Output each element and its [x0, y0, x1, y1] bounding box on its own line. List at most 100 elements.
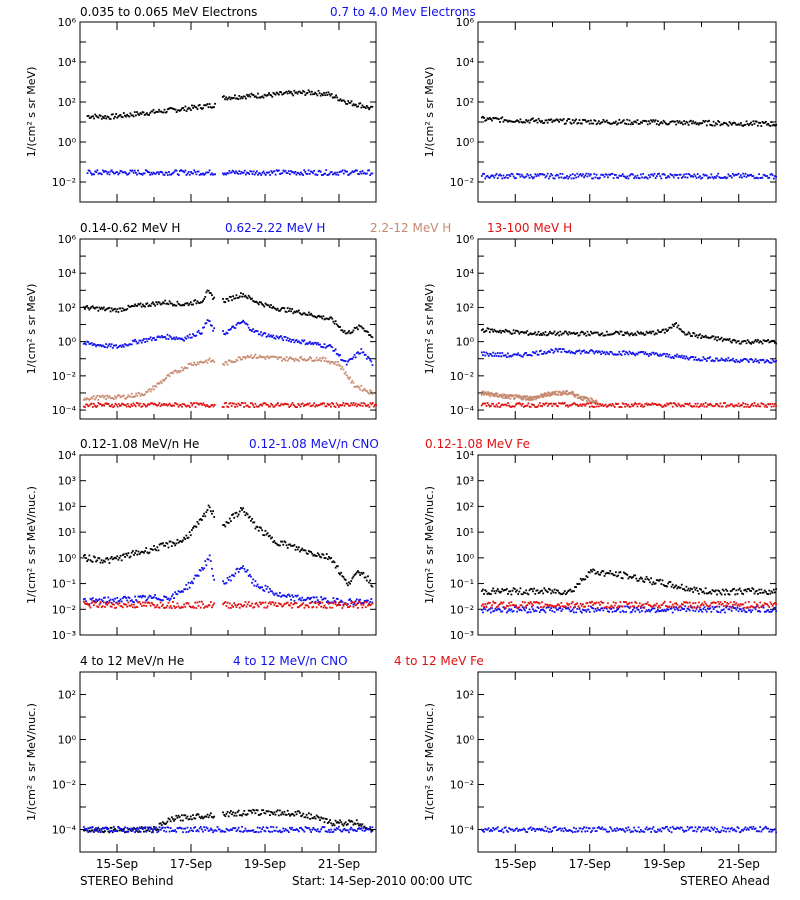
- data-point: [507, 120, 509, 123]
- data-point: [649, 604, 651, 607]
- data-point: [146, 598, 149, 601]
- data-point: [496, 605, 499, 608]
- data-point: [222, 363, 224, 366]
- data-point: [105, 557, 107, 560]
- data-point: [667, 403, 670, 406]
- data-point: [209, 601, 212, 603]
- data-point: [369, 601, 372, 603]
- data-point: [692, 405, 695, 408]
- data-point: [775, 610, 777, 612]
- data-point: [305, 172, 308, 175]
- data-point: [368, 405, 371, 408]
- data-point: [602, 405, 605, 407]
- data-point: [96, 605, 99, 608]
- data-point: [341, 99, 344, 102]
- data-point: [346, 584, 349, 587]
- data-point: [359, 598, 362, 601]
- data-point: [290, 544, 292, 547]
- data-point: [221, 172, 224, 175]
- data-point: [591, 332, 593, 335]
- data-point: [694, 175, 697, 177]
- data-point: [273, 594, 276, 596]
- data-point: [163, 108, 166, 111]
- data-point: [671, 603, 674, 606]
- data-point: [306, 604, 309, 607]
- data-point: [585, 403, 588, 405]
- data-point: [718, 590, 721, 593]
- data-point: [183, 536, 185, 539]
- data-point: [720, 357, 723, 360]
- data-point: [96, 828, 99, 830]
- data-point: [361, 405, 364, 407]
- data-point: [575, 611, 578, 614]
- data-point: [94, 398, 96, 401]
- data-point: [245, 296, 248, 299]
- data-point: [630, 121, 633, 124]
- data-point: [149, 112, 152, 114]
- data-point: [188, 107, 191, 110]
- data-point: [651, 605, 654, 608]
- data-point: [558, 348, 560, 350]
- data-point: [330, 316, 333, 319]
- data-point: [720, 405, 723, 408]
- data-point: [108, 831, 111, 834]
- data-point: [705, 360, 708, 362]
- data-point: [367, 604, 369, 607]
- data-point: [249, 170, 252, 173]
- data-point: [577, 350, 580, 353]
- data-point: [165, 171, 168, 174]
- data-point: [135, 340, 138, 343]
- data-point: [90, 306, 93, 308]
- data-point: [703, 606, 706, 609]
- data-point: [103, 171, 105, 173]
- data-point: [361, 104, 364, 107]
- data-point: [226, 405, 229, 408]
- data-point: [502, 174, 505, 177]
- data-point: [491, 119, 493, 122]
- data-point: [253, 95, 256, 98]
- data-point: [244, 601, 247, 603]
- data-point: [571, 119, 574, 121]
- data-point: [161, 404, 164, 406]
- data-point: [114, 308, 116, 310]
- data-point: [272, 355, 275, 358]
- plot-frame: [79, 238, 377, 420]
- data-point: [353, 104, 356, 107]
- data-series: [480, 347, 777, 364]
- data-point: [97, 826, 100, 829]
- data-point: [370, 335, 373, 338]
- data-point: [111, 397, 114, 399]
- data-point: [289, 307, 291, 310]
- data-point: [265, 356, 268, 358]
- data-point: [307, 597, 310, 600]
- data-point: [301, 358, 304, 361]
- data-point: [338, 171, 341, 174]
- data-point: [518, 609, 521, 611]
- data-point: [682, 608, 684, 610]
- data-point: [91, 406, 94, 408]
- data-point: [305, 313, 308, 316]
- data-point: [151, 173, 154, 176]
- data-point: [653, 603, 656, 606]
- data-point: [139, 402, 142, 405]
- data-point: [165, 542, 168, 544]
- data-point: [343, 372, 346, 375]
- data-point: [727, 602, 730, 605]
- data-point: [303, 598, 306, 601]
- data-point: [711, 605, 714, 608]
- data-point: [750, 404, 753, 407]
- data-point: [157, 404, 160, 406]
- data-point: [683, 588, 685, 591]
- data-point: [614, 330, 617, 333]
- data-point: [696, 122, 699, 125]
- data-point: [762, 359, 765, 362]
- data-point: [589, 349, 592, 352]
- data-point: [323, 557, 326, 559]
- data-point: [169, 173, 171, 176]
- data-point: [94, 343, 96, 346]
- data-point: [127, 114, 130, 117]
- data-point: [229, 98, 232, 101]
- data-point: [265, 94, 268, 97]
- data-point: [294, 594, 297, 597]
- data-point: [485, 119, 488, 121]
